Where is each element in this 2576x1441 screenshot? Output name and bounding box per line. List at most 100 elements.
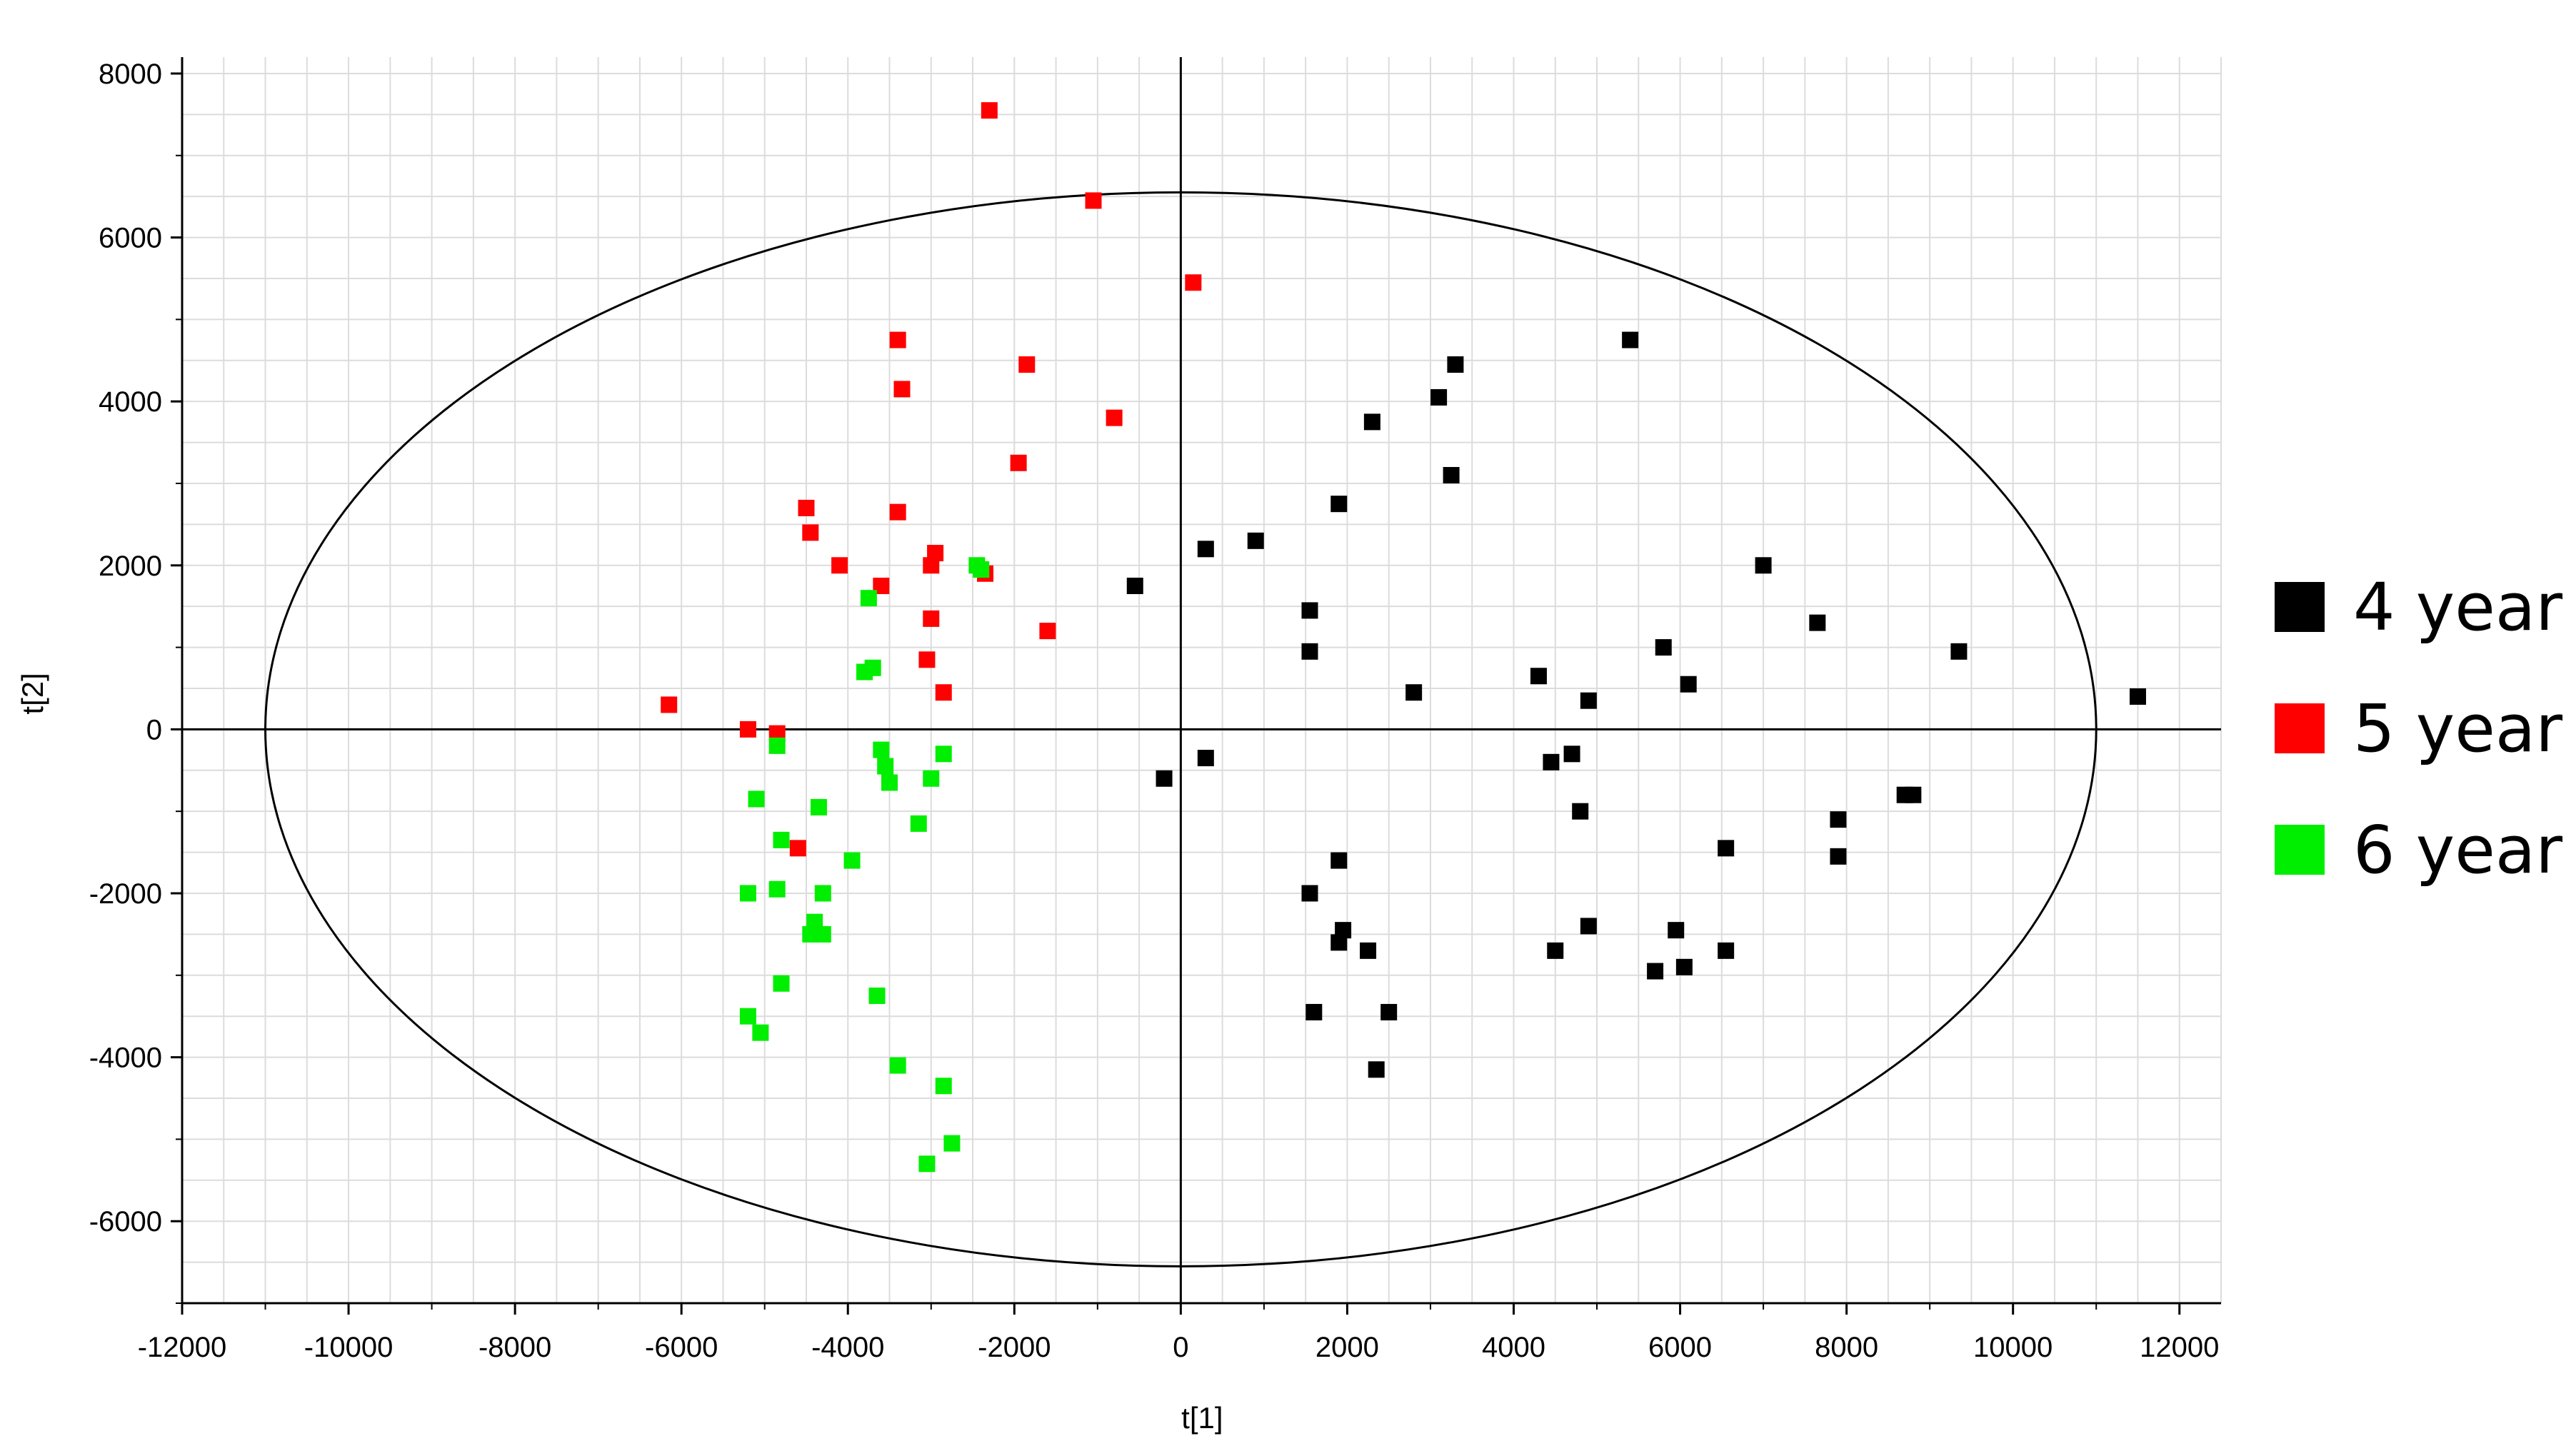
data-point-series-2 (889, 1057, 906, 1074)
data-point-series-2 (877, 758, 894, 775)
data-point-series-0 (1330, 496, 1348, 513)
data-point-series-0 (1156, 770, 1173, 787)
data-point-series-0 (1126, 577, 1143, 594)
data-point-series-0 (1830, 848, 1847, 865)
ticks: -12000 -10000 -8000 -6000 -4000 -2000 0 2000 400… (89, 59, 2220, 1363)
data-point-series-0 (1330, 852, 1348, 869)
data-point-series-0 (1675, 958, 1693, 975)
data-point-series-0 (1680, 676, 1697, 693)
x-tick-label: -6000 (645, 1332, 718, 1363)
y-tick-label: 8000 (99, 59, 162, 90)
x-tick-label: 2000 (1315, 1332, 1379, 1363)
data-point-series-1 (935, 684, 952, 701)
y-axis-title: t[2] (16, 673, 49, 714)
data-point-series-0 (1563, 745, 1580, 763)
data-point-series-2 (752, 1024, 769, 1041)
grid (181, 57, 2222, 1304)
data-point-series-1 (1010, 454, 1027, 471)
x-tick-label: -8000 (478, 1332, 551, 1363)
data-point-series-0 (1580, 692, 1597, 709)
y-tick-label: 6000 (99, 223, 162, 254)
legend-label: 6 year (2353, 812, 2562, 888)
x-tick-label: 6000 (1648, 1332, 1712, 1363)
data-point-series-2 (943, 1135, 961, 1152)
data-point-series-0 (1368, 1061, 1385, 1078)
data-point-series-2 (739, 885, 756, 902)
data-points (661, 102, 2146, 1173)
legend-label: 4 year (2353, 569, 2562, 646)
data-point-series-0 (1718, 840, 1735, 857)
data-point-series-0 (1380, 1003, 1398, 1020)
data-point-series-0 (1447, 356, 1464, 373)
data-point-series-1 (802, 524, 819, 541)
data-point-series-2 (748, 790, 765, 808)
data-point-series-2 (873, 741, 890, 758)
data-point-series-2 (918, 1155, 936, 1173)
data-point-series-0 (1301, 602, 1318, 619)
data-point-series-2 (773, 831, 790, 848)
data-point-series-2 (935, 745, 952, 763)
data-point-series-2 (973, 561, 990, 578)
data-point-series-1 (1018, 356, 1036, 373)
data-point-series-1 (739, 720, 756, 738)
legend-swatch (2275, 825, 2325, 875)
y-tick-label: 0 (146, 714, 162, 745)
data-point-series-1 (1106, 409, 1123, 426)
data-point-series-0 (1330, 934, 1348, 951)
data-point-series-1 (923, 557, 940, 574)
data-point-series-0 (1197, 541, 1214, 558)
data-point-series-0 (1305, 1003, 1323, 1020)
x-tick-label: -2000 (978, 1332, 1051, 1363)
data-point-series-0 (1655, 639, 1672, 656)
data-point-series-0 (1430, 388, 1448, 406)
data-point-series-1 (981, 102, 998, 119)
legend: 4 year 5 year 6 year (2275, 569, 2562, 888)
data-point-series-1 (831, 557, 848, 574)
data-point-series-0 (2129, 688, 2146, 705)
data-point-series-2 (881, 774, 898, 791)
confidence-ellipse (264, 191, 2098, 1267)
data-point-series-2 (868, 987, 886, 1004)
data-point-series-1 (1085, 192, 1102, 209)
data-point-series-0 (1247, 532, 1264, 549)
data-point-series-2 (814, 925, 831, 943)
data-point-series-0 (1755, 557, 1772, 574)
data-point-series-0 (1668, 922, 1685, 939)
data-point-series-0 (1718, 942, 1735, 959)
data-point-series-0 (1950, 643, 1968, 660)
data-point-series-2 (739, 1008, 756, 1025)
y-tick-label: 2000 (99, 551, 162, 582)
x-tick-label: 8000 (1815, 1332, 1878, 1363)
y-tick-label: -4000 (89, 1043, 162, 1074)
data-point-series-2 (768, 737, 786, 754)
data-point-series-1 (889, 331, 906, 348)
x-tick-label: -4000 (811, 1332, 884, 1363)
data-point-series-0 (1572, 803, 1589, 820)
data-point-series-0 (1443, 466, 1460, 483)
y-tick-label: 4000 (99, 386, 162, 418)
data-point-series-0 (1301, 643, 1318, 660)
data-point-series-2 (935, 1078, 952, 1095)
data-point-series-0 (1197, 750, 1214, 767)
data-point-series-1 (1185, 274, 1202, 291)
y-tick-label: -6000 (89, 1206, 162, 1237)
data-point-series-2 (810, 798, 827, 815)
x-tick-label: -12000 (138, 1332, 227, 1363)
legend-label: 5 year (2353, 691, 2562, 767)
data-point-series-1 (889, 503, 906, 521)
y-tick-label: -2000 (89, 878, 162, 910)
data-point-series-0 (1809, 614, 1826, 631)
x-tick-label: 12000 (2140, 1332, 2219, 1363)
data-point-series-2 (910, 815, 927, 832)
data-point-series-2 (923, 770, 940, 787)
data-point-series-0 (1363, 413, 1380, 431)
data-point-series-0 (1301, 885, 1318, 902)
data-point-series-2 (843, 852, 861, 869)
data-point-series-0 (1405, 684, 1423, 701)
data-point-series-2 (860, 590, 877, 607)
legend-swatch (2275, 582, 2325, 632)
data-point-series-1 (661, 696, 678, 713)
legend-swatch (2275, 703, 2325, 753)
x-tick-label: 4000 (1482, 1332, 1545, 1363)
x-axis-title: t[1] (1181, 1401, 1223, 1435)
